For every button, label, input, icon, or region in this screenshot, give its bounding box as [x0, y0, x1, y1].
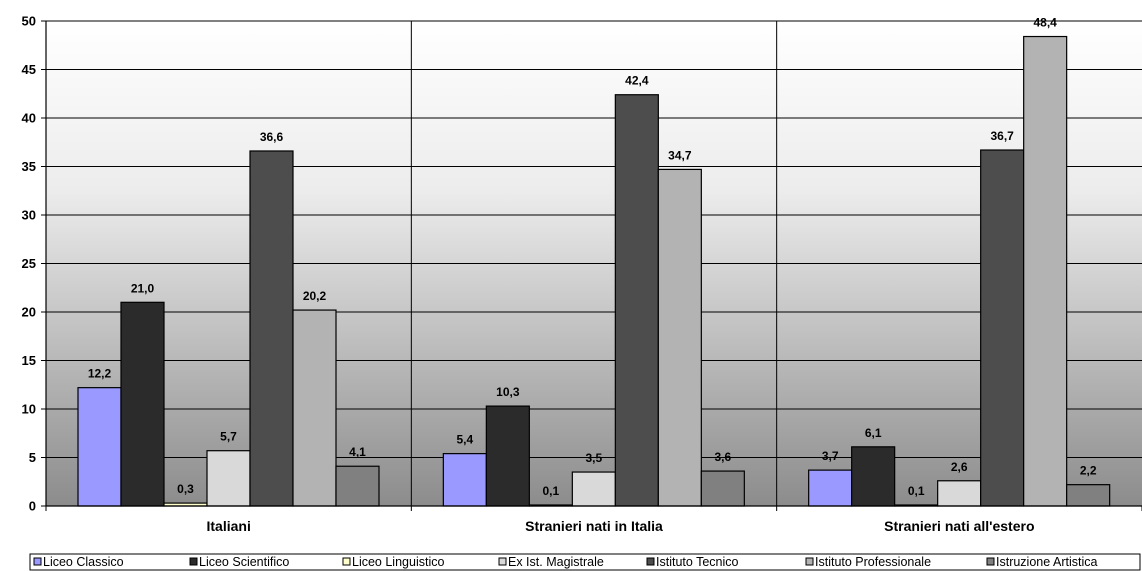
gridlines — [46, 20, 1142, 506]
data-label: 0,1 — [908, 484, 925, 498]
legend-label: Istruzione Artistica — [996, 555, 1097, 569]
bars-layer — [77, 35, 1111, 507]
bar — [657, 168, 702, 507]
y-tick-label: 10 — [22, 402, 36, 417]
data-label: 36,7 — [990, 129, 1014, 143]
bar — [614, 94, 659, 507]
y-tick-label: 35 — [22, 159, 36, 174]
legend-swatch — [189, 557, 198, 566]
legend-swatch — [33, 557, 42, 566]
legend-swatch — [646, 557, 655, 566]
x-category-label: Stranieri nati all'estero — [884, 518, 1034, 534]
legend-swatch — [342, 557, 351, 566]
legend: Liceo Classico Liceo Scientifico Liceo Lin… — [29, 553, 1141, 571]
bar — [851, 446, 896, 507]
x-category-label: Italiani — [206, 518, 250, 534]
data-label: 5,4 — [456, 433, 473, 447]
y-tick-label: 45 — [22, 62, 36, 77]
bar — [206, 450, 251, 507]
data-label: 42,4 — [625, 74, 649, 88]
y-tick-label: 0 — [29, 499, 36, 514]
legend-box — [29, 553, 1141, 571]
data-label: 4,1 — [349, 445, 366, 459]
legend-label: Liceo Classico — [43, 555, 124, 569]
data-label: 10,3 — [496, 385, 520, 399]
y-tick-label: 50 — [22, 14, 36, 29]
y-tick-label: 5 — [29, 450, 36, 465]
data-label: 34,7 — [668, 148, 692, 162]
data-label: 5,7 — [220, 430, 237, 444]
data-label: 2,2 — [1080, 464, 1097, 478]
data-label: 21,0 — [131, 281, 155, 295]
legend-label: Liceo Scientifico — [199, 555, 289, 569]
legend-label: Ex Ist. Magistrale — [508, 555, 604, 569]
bar — [120, 301, 165, 507]
bar — [937, 480, 982, 507]
legend-swatch — [805, 557, 814, 566]
y-tick-label: 20 — [22, 305, 36, 320]
legend-swatch — [498, 557, 507, 566]
bar — [1066, 484, 1111, 507]
data-label: 12,2 — [88, 367, 112, 381]
data-label: 2,6 — [951, 460, 968, 474]
bar — [808, 469, 853, 507]
bar — [980, 149, 1025, 507]
y-tick-label: 40 — [22, 111, 36, 126]
y-tick-label: 30 — [22, 208, 36, 223]
data-label: 3,7 — [822, 449, 839, 463]
bar — [571, 471, 616, 507]
data-label: 36,6 — [260, 130, 284, 144]
legend-label: Istituto Professionale — [815, 555, 931, 569]
y-tick-label: 25 — [22, 256, 36, 271]
legend-label: Liceo Linguistico — [352, 555, 444, 569]
y-tick-label: 15 — [22, 353, 36, 368]
data-label: 48,4 — [1033, 16, 1057, 30]
legend-swatch — [986, 557, 995, 566]
bar — [700, 470, 745, 507]
bar — [1023, 35, 1068, 507]
data-label: 0,3 — [177, 482, 194, 496]
bar — [335, 465, 380, 507]
data-label: 3,6 — [714, 450, 731, 464]
bar — [292, 309, 337, 507]
data-label: 3,5 — [585, 451, 602, 465]
bar — [249, 150, 294, 507]
data-labels-layer: 12,2 21,0 0,3 5,7 36,6 20,2 4,1 5,4 10,3 0,1 3,5 42… — [88, 16, 1097, 498]
data-label: 0,1 — [542, 484, 559, 498]
x-category-label: Stranieri nati in Italia — [525, 518, 663, 534]
legend-label: Istituto Tecnico — [656, 555, 739, 569]
data-label: 20,2 — [303, 289, 327, 303]
data-label: 6,1 — [865, 426, 882, 440]
axes-layer: 0 5 10 15 20 25 30 35 40 45 50 Italiani Stranieri na… — [22, 14, 1142, 534]
bar — [77, 387, 122, 507]
bar — [485, 405, 530, 507]
bar — [442, 453, 487, 507]
